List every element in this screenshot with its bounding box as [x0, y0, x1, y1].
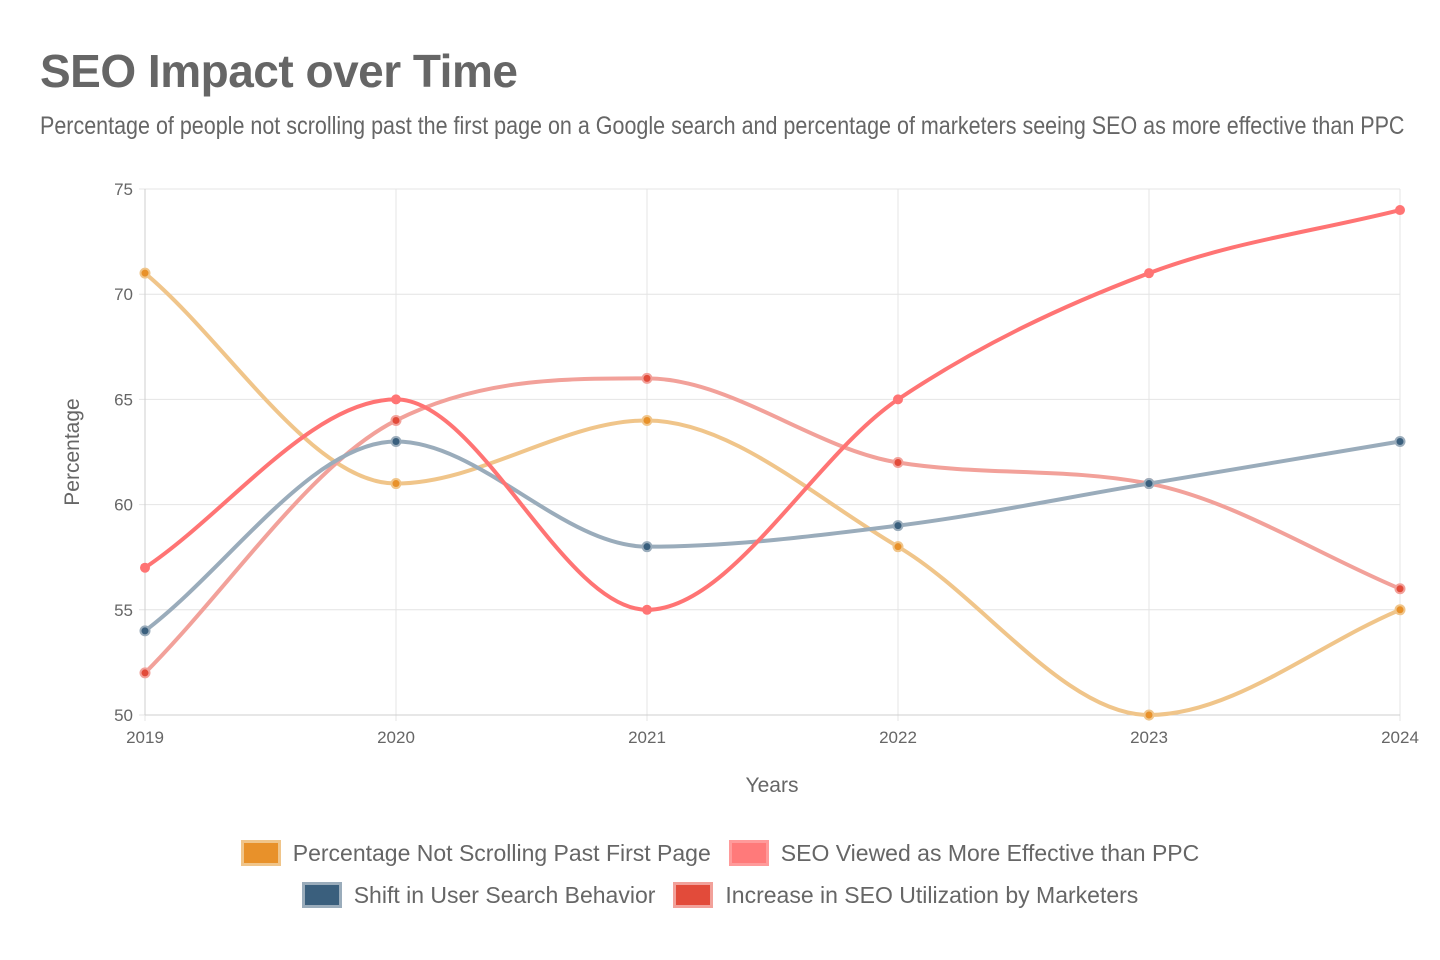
data-point[interactable]	[140, 562, 150, 573]
data-point[interactable]	[1143, 709, 1155, 721]
y-tick-label: 75	[114, 180, 133, 199]
series-line	[143, 439, 1402, 633]
data-point[interactable]	[642, 604, 652, 615]
legend-row-1: Percentage Not Scrolling Past First Page…	[0, 832, 1440, 874]
legend-label: Percentage Not Scrolling Past First Page	[292, 839, 711, 866]
data-point[interactable]	[391, 394, 401, 405]
data-point[interactable]	[390, 435, 402, 447]
legend-swatch	[301, 882, 342, 908]
x-tick-label: 2021	[628, 728, 666, 747]
x-tick-label: 2023	[1130, 728, 1168, 747]
legend-label: SEO Viewed as More Effective than PPC	[780, 839, 1200, 866]
data-point[interactable]	[641, 372, 653, 384]
data-point[interactable]	[390, 478, 402, 490]
x-tick-label: 2019	[126, 728, 164, 747]
x-tick-label: 2020	[377, 728, 415, 747]
chart-subtitle: Percentage of people not scrolling past …	[40, 112, 1405, 140]
y-tick-label: 70	[114, 285, 133, 304]
data-point[interactable]	[641, 541, 653, 553]
y-tick-label: 55	[114, 601, 133, 620]
data-point[interactable]	[139, 667, 151, 679]
data-point[interactable]	[892, 541, 904, 553]
series-points	[139, 205, 1406, 721]
data-point[interactable]	[1144, 268, 1154, 279]
series-line	[143, 208, 1402, 612]
y-tick-label: 65	[114, 390, 133, 409]
data-point[interactable]	[139, 625, 151, 637]
data-point[interactable]	[641, 414, 653, 426]
legend-swatch	[728, 840, 769, 866]
legend-item[interactable]: SEO Viewed as More Effective than PPC	[728, 839, 1200, 867]
chart-title: SEO Impact over Time	[40, 45, 518, 97]
x-axis-title: Years	[746, 774, 799, 797]
legend-row-2: Shift in User Search Behavior Increase i…	[0, 874, 1440, 916]
data-point[interactable]	[893, 394, 903, 405]
data-point[interactable]	[390, 414, 402, 426]
data-point[interactable]	[892, 520, 904, 532]
y-tick-label: 60	[114, 496, 133, 515]
data-point[interactable]	[1394, 583, 1406, 595]
legend-label: Increase in SEO Utilization by Marketers	[725, 881, 1139, 908]
data-point[interactable]	[1143, 478, 1155, 490]
legend-item[interactable]: Percentage Not Scrolling Past First Page	[240, 839, 711, 867]
y-tick-label: 50	[114, 706, 133, 725]
y-axis-title: Percentage	[61, 398, 84, 505]
data-point[interactable]	[1395, 205, 1405, 216]
data-point[interactable]	[892, 457, 904, 469]
data-point[interactable]	[1394, 604, 1406, 616]
legend-swatch	[240, 840, 281, 866]
data-point[interactable]	[1394, 435, 1406, 447]
x-tick-label: 2022	[879, 728, 917, 747]
data-point[interactable]	[139, 267, 151, 279]
series-line	[143, 376, 1402, 675]
series-line	[143, 271, 1402, 717]
legend-item[interactable]: Shift in User Search Behavior	[301, 881, 656, 909]
x-tick-label: 2024	[1381, 728, 1419, 747]
legend-label: Shift in User Search Behavior	[353, 881, 656, 908]
legend: Percentage Not Scrolling Past First Page…	[0, 832, 1440, 916]
series-lines	[143, 208, 1402, 717]
legend-swatch	[673, 882, 714, 908]
legend-item[interactable]: Increase in SEO Utilization by Marketers	[673, 882, 1138, 909]
